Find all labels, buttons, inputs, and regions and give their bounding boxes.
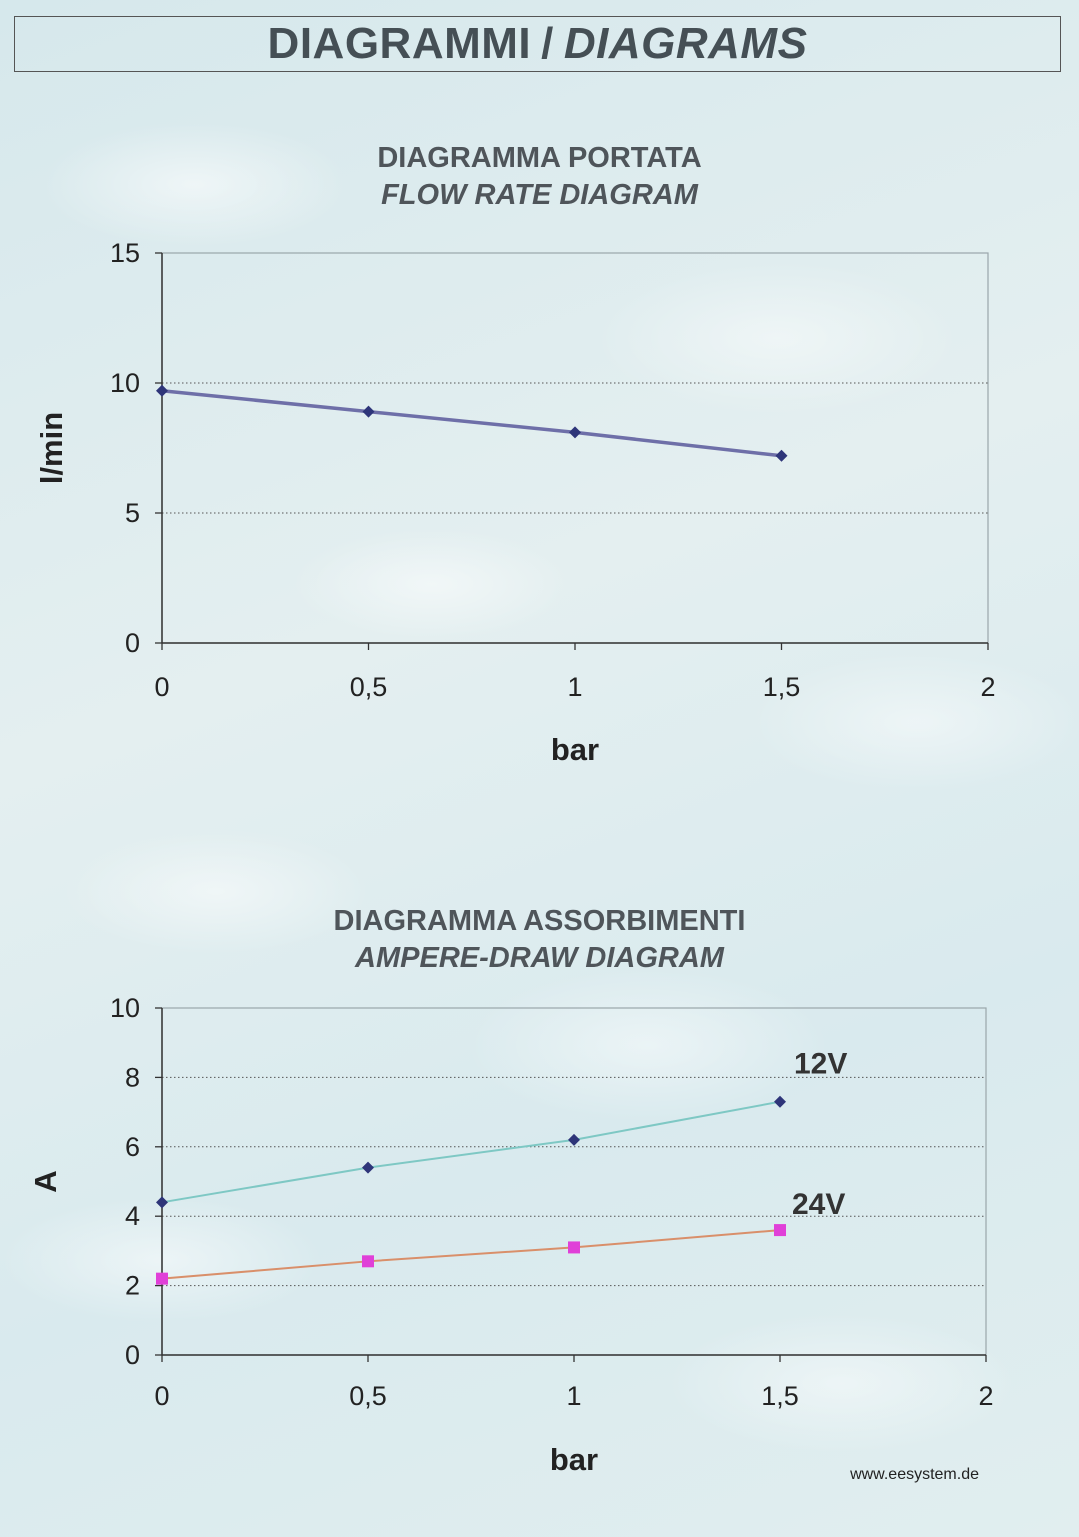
data-point-diamond [569,426,581,439]
header-title-en: DIAGRAMS [563,19,808,68]
y-tick-label: 0 [125,1340,140,1370]
data-point-diamond [362,405,375,418]
x-tick-label: 1 [566,1381,581,1411]
series-line [161,389,782,458]
x-tick-label: 1 [567,672,582,702]
x-tick-label: 1,5 [763,672,801,702]
data-point-square [774,1224,786,1237]
ampere-chart-title-block: DIAGRAMMA ASSORBIMENTI AMPERE-DRAW DIAGR… [0,903,1079,977]
series-label: 24V [792,1188,845,1221]
data-point-diamond [156,1196,168,1209]
y-tick-label: 10 [110,993,140,1023]
header-separator: / [541,19,554,68]
y-tick-label: 8 [125,1062,140,1092]
x-tick-label: 0 [154,1381,169,1411]
y-tick-label: 5 [125,498,140,528]
x-tick-label: 0 [154,672,169,702]
series-line [161,1100,781,1204]
y-tick-label: 0 [125,628,140,658]
series-label: 12V [794,1048,847,1081]
ampere-chart-title: DIAGRAMMA ASSORBIMENTI [333,905,746,937]
page-header: DIAGRAMMI / DIAGRAMS [14,16,1061,72]
flow-chart-subtitle: FLOW RATE DIAGRAM [381,179,698,211]
data-point-diamond [774,1095,786,1108]
x-axis-title: bar [550,1442,598,1477]
y-axis-title: A [28,1170,63,1192]
y-axis-title: l/min [34,412,69,484]
flow-chart-title: DIAGRAMMA PORTATA [377,142,702,174]
website-footer: www.eesystem.de [850,1466,979,1483]
x-tick-label: 2 [980,672,995,702]
x-tick-label: 0,5 [349,1381,387,1411]
data-point-diamond [775,449,788,462]
y-tick-label: 4 [125,1201,140,1231]
data-point-diamond [568,1133,580,1146]
data-point-square [156,1272,168,1285]
flow-chart-title-block: DIAGRAMMA PORTATA FLOW RATE DIAGRAM [0,140,1079,214]
y-tick-label: 2 [125,1271,140,1301]
ampere-draw-chart: 0 2 4 6 8 10 0 0,5 1 1,5 2 bar A 12V 24V [28,993,994,1477]
plot-frame [161,252,989,644]
y-tick-label: 10 [110,368,140,398]
x-tick-label: 1,5 [761,1381,799,1411]
y-tick-label: 6 [125,1132,140,1162]
x-axis-title: bar [551,732,599,767]
x-tick-label: 0,5 [350,672,388,702]
ampere-chart-subtitle: AMPERE-DRAW DIAGRAM [355,942,724,974]
data-point-diamond [156,384,168,397]
data-point-square [362,1255,374,1268]
header-title-it: DIAGRAMMI [267,19,532,68]
x-tick-label: 2 [978,1381,993,1411]
y-tick-label: 15 [110,238,140,268]
data-point-diamond [362,1161,374,1174]
flow-rate-chart: 0 5 10 15 0 0,5 1 1,5 2 bar l/min [34,238,996,767]
data-point-square [568,1241,580,1254]
series-line [161,1229,781,1280]
